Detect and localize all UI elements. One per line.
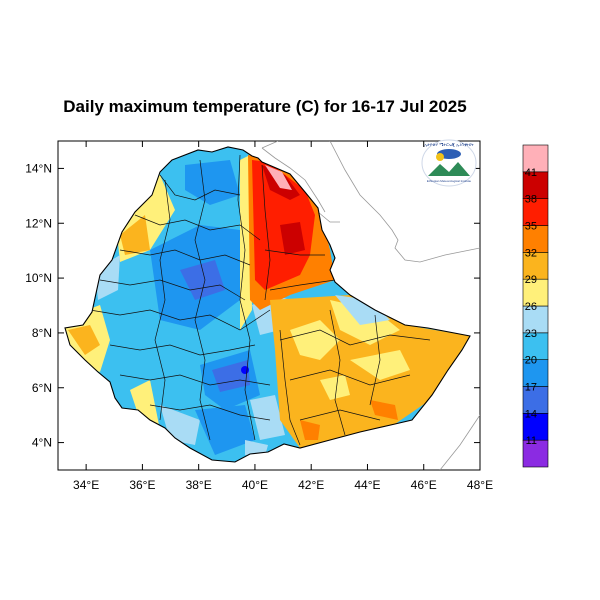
lon-tick-label: 48°E [467,478,493,492]
sun-icon [436,153,444,161]
mountain-icon [428,162,470,176]
colorbar-label: 41 [525,167,537,179]
lat-tick-label: 6°N [32,381,52,395]
lon-tick-label: 38°E [186,478,212,492]
colorbar-swatch [522,305,549,334]
logo-english-text: Ethiopian Meteorological Institute [427,179,472,183]
colorbar-swatch [522,144,549,173]
ethiopia-outline [64,146,471,463]
colorbar-label: 29 [525,274,537,286]
lon-tick-label: 46°E [411,478,437,492]
admin-boundaries [89,154,431,446]
lon-tick-label: 44°E [354,478,380,492]
institute-logo: ኢትዮጵያ ሜትሮሎጂ ኢንስቲትዩት Ethiopian Meteorolog… [421,139,477,187]
lat-tick-label: 12°N [25,216,52,230]
lat-tick-label: 4°N [32,436,52,450]
colorbar-label: 38 [525,194,537,206]
colorbar-label: 26 [525,301,537,313]
colorbar-swatch [522,225,549,253]
colorbar-label: 20 [525,355,537,367]
neighbour-coastlines [261,141,480,470]
colorbar-swatch [522,413,549,441]
colorbar-label: 17 [525,382,537,394]
colorbar-swatch [522,359,549,387]
lon-tick-label: 34°E [73,478,99,492]
colorbar: 11 14 17 20 23 26 29 32 35 38 41 [522,144,549,468]
logo-amharic-text: ኢትዮጵያ ሜትሮሎጂ ኢንስቲትዩት [424,142,474,147]
lat-tick-label: 8°N [32,326,52,340]
colorbar-label: 14 [525,408,537,420]
lat-tick-label: 10°N [25,271,52,285]
map-title: Daily maximum temperature (C) for 16-17 … [63,97,467,116]
colorbar-swatch [522,198,549,226]
colorbar-label: 35 [525,221,537,233]
colorbar-label: 32 [525,247,537,259]
colorbar-label: 11 [526,435,537,447]
colorbar-label: 23 [525,328,537,340]
lon-tick-label: 40°E [242,478,268,492]
lon-tick-label: 42°E [298,478,324,492]
lat-tick-label: 14°N [25,161,52,175]
colorbar-swatch [522,386,549,414]
lat-axis: 14°N 12°N 10°N 8°N 6°N 4°N [25,161,480,450]
lon-axis: 34°E 36°E 38°E 40°E 42°E 44°E 46°E 48°E [73,141,493,492]
lon-tick-label: 36°E [129,478,155,492]
